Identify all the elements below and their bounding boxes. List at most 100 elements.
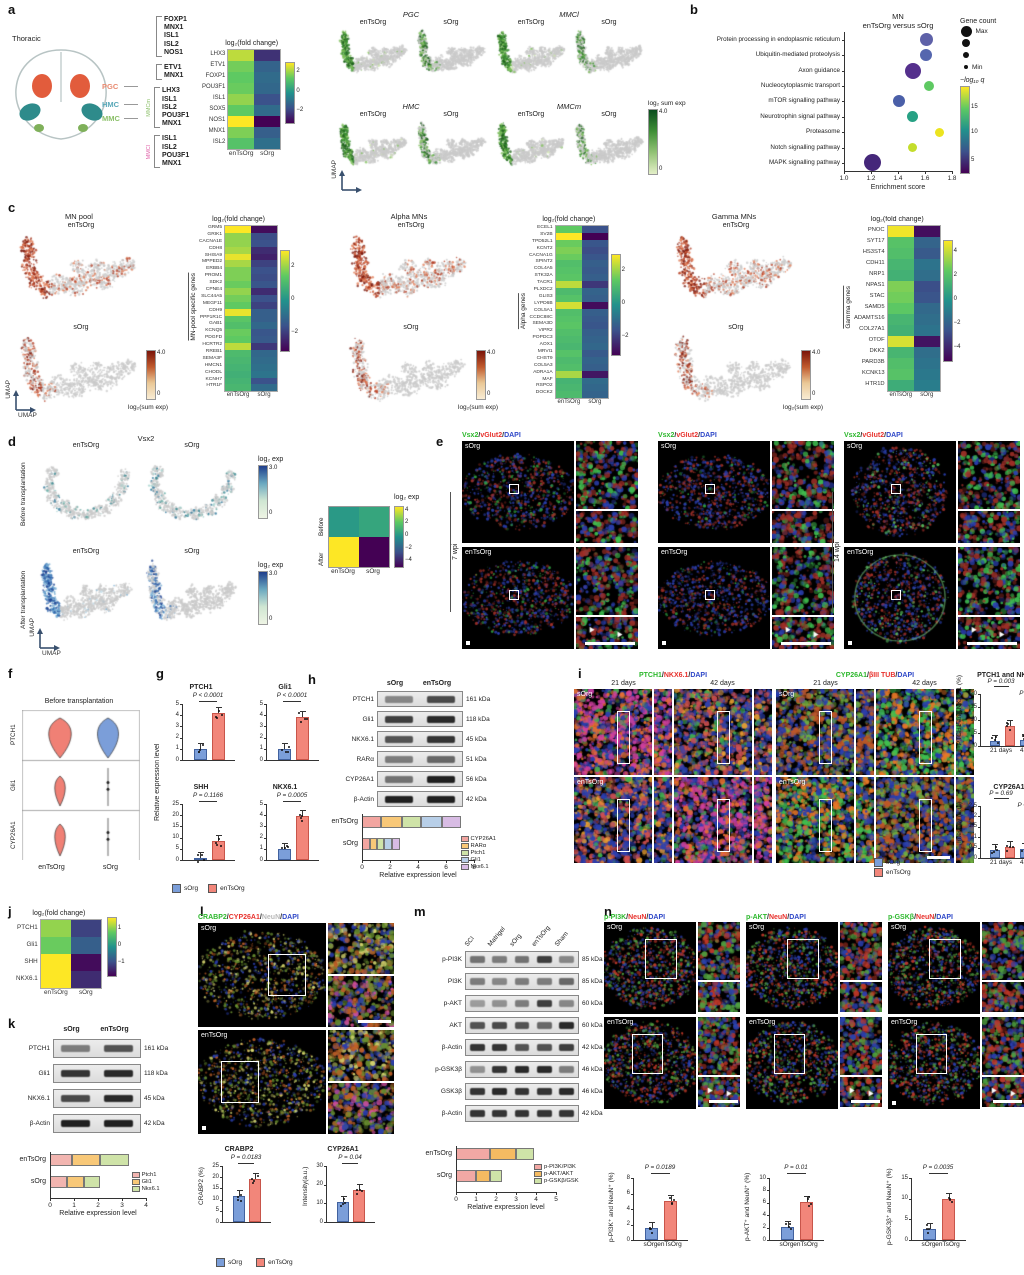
ihc-row: sOrg: [844, 441, 1022, 543]
l-row: sOrg: [198, 923, 410, 1027]
umap-canvas: [572, 120, 646, 176]
stain-header-part: /: [688, 672, 691, 679]
blot-lane-label: sOrg: [386, 680, 404, 687]
heatmap: log₂(fold change) ECEL1 SV2B TPD52L1 KCNT2 CA…: [529, 216, 609, 405]
panel-a-heatmap-wrap: log₂(fold change) LHX3 ETV1 FOXP1 POU3F1 ISL1…: [202, 40, 311, 157]
y-tick: [978, 720, 981, 721]
bar-chart-main: NKX6.1 0 1 2 3 4 5 P = 0.0005: [250, 784, 320, 870]
n-chart-2: p-GSK3β⁺ and NeuN⁺ (%) 0 5 10 15 P = 0.0035 sO…: [886, 1164, 967, 1250]
red-cb-bar: [146, 350, 156, 400]
stack-legend: CYP26A1 RARα Ptch1 Gli1 Nkx6.1: [460, 836, 496, 870]
bar-chart-title: PTCH1: [189, 684, 213, 691]
error-cap: [785, 1220, 791, 1222]
heatmap-row-label: PTCH1: [17, 924, 38, 931]
blot-band: [427, 695, 455, 703]
panel-f-violin: Before transplantation PTCH1 Gli1 CYP26A1 en…: [6, 676, 152, 900]
inset-box: [616, 798, 630, 853]
l-chart-2: Intensity(a.u.) CYP26A1 0 10 20 30 P = 0.04: [302, 1146, 376, 1232]
legend-item: RARα: [460, 843, 496, 849]
heatmap-cell: [913, 380, 940, 391]
stack-axis-v: [362, 814, 363, 860]
ihc-header: CRABP2/CYP26A1/NeuN / DAPI: [198, 914, 299, 921]
heatmap-cell: [887, 226, 914, 237]
blot-lanes: sOrg enTsOrg: [328, 676, 490, 687]
umap-cond-label: enTsOrg: [72, 548, 100, 555]
heatmap-grid: [39, 919, 102, 989]
heatmap-side-label: Alpha genes: [518, 292, 527, 329]
y-tick-label: 10: [901, 1195, 908, 1202]
heatmap-cell: [581, 363, 608, 371]
umap-canvas: [344, 231, 472, 315]
heatmap-row: [225, 267, 278, 275]
stain-header-part: /: [646, 914, 649, 921]
violin-gene-label: CYP26A1: [10, 821, 17, 849]
p-value: P = 0.003: [987, 678, 1015, 685]
x-tick-label: 1.2: [866, 174, 876, 182]
blot-lane-label: enTsOrg: [422, 680, 452, 687]
blot-band: [559, 1044, 575, 1051]
vsx2-title: Vsx2: [137, 434, 155, 443]
heatmap-cell: [251, 301, 278, 309]
stack-segment: [50, 1176, 67, 1188]
inset-box: [891, 483, 901, 494]
y-tick-label: 4: [175, 711, 179, 718]
heatmap-col-labels: enTsOrg sOrg: [228, 150, 280, 157]
gene-groups: FOXP1 MNX1 ISL1 ISL2 NOS1 ETV1 MNX1 MMCm LHX3 ISL…: [146, 16, 189, 169]
gene-count-dot: [960, 25, 972, 37]
heatmap-cell: [581, 281, 608, 289]
panel-label-e: e: [436, 434, 444, 449]
gene-count-dot: [961, 38, 971, 48]
umap-axis: UMAP UMAP: [29, 618, 66, 658]
y-tick: [180, 715, 183, 717]
y-tick: [978, 806, 981, 807]
stack-axis: [456, 1192, 556, 1193]
blot-row-label: Gli1: [362, 715, 374, 723]
ihc-inset: [576, 511, 638, 543]
heatmap-row: [887, 347, 940, 358]
heatmap-cell: [228, 127, 255, 138]
heatmap-row: [225, 294, 278, 302]
data-dot: [995, 736, 998, 739]
data-dot: [672, 1199, 675, 1202]
ihc-header: Vsx2/vGlut2/DAPI: [658, 432, 836, 439]
panel-d: Vsx2 Before transplantation enTsOrg sOrg log…: [6, 432, 426, 658]
gene-count-dot: [964, 65, 968, 69]
colorbar-tick: 2: [953, 272, 957, 278]
gene-name: ISL1: [162, 135, 177, 143]
heatmap-cell: [254, 127, 281, 138]
colorbar-wrap: 2 0 −2: [280, 250, 306, 353]
heatmap-cell: [887, 237, 914, 248]
heatmap-row-label: CDH11: [866, 260, 885, 266]
bar: [193, 857, 207, 860]
l-row: enTsOrg: [198, 1030, 410, 1134]
heatmap-cell: [581, 308, 608, 316]
data-dot: [285, 751, 288, 754]
vsx2-col-label: sOrg: [366, 568, 380, 575]
data-dot: [287, 746, 290, 749]
legend-swatch: [534, 1178, 542, 1184]
stack-tick: [122, 1198, 123, 1201]
data-dot: [950, 1200, 953, 1203]
x-tick: [844, 170, 845, 174]
ihc-header-wrap: PTCH1/NKX6.1/DAPI: [574, 672, 772, 679]
legend-swatch: [874, 858, 883, 867]
image-label: sOrg: [201, 925, 217, 932]
y-tick-label: 10: [212, 1196, 219, 1203]
heatmap-cell: [555, 267, 582, 275]
blot-row-label: β-Actin: [353, 795, 374, 803]
umap-axis-label-x: UMAP: [18, 412, 37, 419]
data-dot: [996, 741, 999, 744]
mn-heatmap-wrap: MN-pool specific genes log₂(fold change) G…: [188, 216, 306, 398]
k-stack-wrap: enTsOrg sOrg 0 1 2 3 4 Relative expression leve…: [6, 1150, 206, 1220]
colorbar: [394, 506, 404, 568]
ihc-row: enTsOrg: [462, 547, 640, 649]
blot-band: [469, 1000, 485, 1007]
blot-band: [469, 1066, 485, 1073]
gene-name: ISL2: [162, 143, 177, 151]
inset-box: [716, 710, 730, 765]
data-dot: [995, 849, 998, 852]
umap-canvas: [36, 452, 136, 530]
blot-row: PTCH1 161 kDa: [328, 691, 490, 707]
stain-header-part: /: [934, 914, 937, 921]
n-group-1: p-AKT / NeuN / DAPI sOrg enTsOrg: [746, 914, 884, 1109]
